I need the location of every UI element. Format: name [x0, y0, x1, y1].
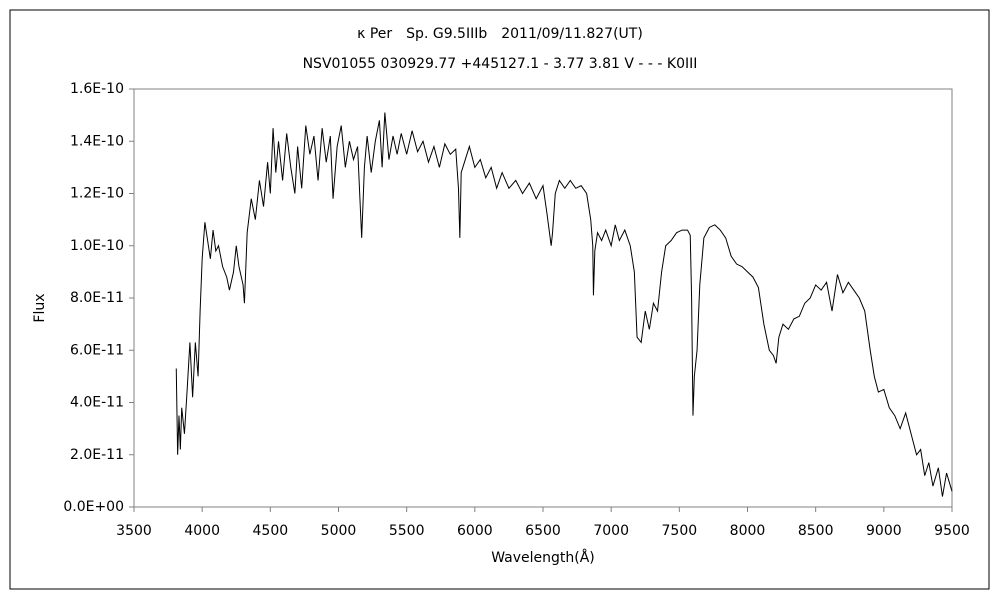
spectrum-line: [175, 112, 953, 497]
x-tick-label: 8500: [798, 523, 834, 539]
y-tick-label: 1.0E-10: [70, 238, 124, 254]
x-tick-label: 3500: [116, 523, 152, 539]
x-tick-label: 6000: [457, 523, 493, 539]
x-tick-label: 5000: [321, 523, 357, 539]
chart-title: κ Per Sp. G9.5IIIb 2011/09/11.827(UT): [357, 26, 643, 42]
chart-subtitle: NSV01055 030929.77 +445127.1 - 3.77 3.81…: [303, 56, 698, 72]
x-tick-label: 7000: [593, 523, 629, 539]
x-tick-label: 5500: [389, 523, 425, 539]
x-tick-label: 6500: [525, 523, 561, 539]
y-tick-label: 1.4E-10: [70, 133, 124, 149]
x-tick-label: 4500: [253, 523, 289, 539]
y-tick-label: 0.0E+00: [63, 499, 124, 515]
x-tick-label: 9000: [866, 523, 902, 539]
x-tick-label: 9500: [934, 523, 970, 539]
y-tick-label: 1.6E-10: [70, 81, 124, 97]
x-axis-label: Wavelength(Å): [491, 549, 595, 566]
y-tick-label: 6.0E-11: [70, 342, 124, 358]
y-axis-label: Flux: [32, 293, 48, 322]
x-tick-label: 4000: [184, 523, 220, 539]
y-tick-label: 2.0E-11: [70, 447, 124, 463]
y-tick-label: 1.2E-10: [70, 186, 124, 202]
chart-frame: [9, 9, 990, 590]
y-tick-label: 4.0E-11: [70, 395, 124, 411]
y-tick-label: 8.0E-11: [70, 290, 124, 306]
x-tick-label: 7500: [662, 523, 698, 539]
x-tick-label: 8000: [730, 523, 766, 539]
